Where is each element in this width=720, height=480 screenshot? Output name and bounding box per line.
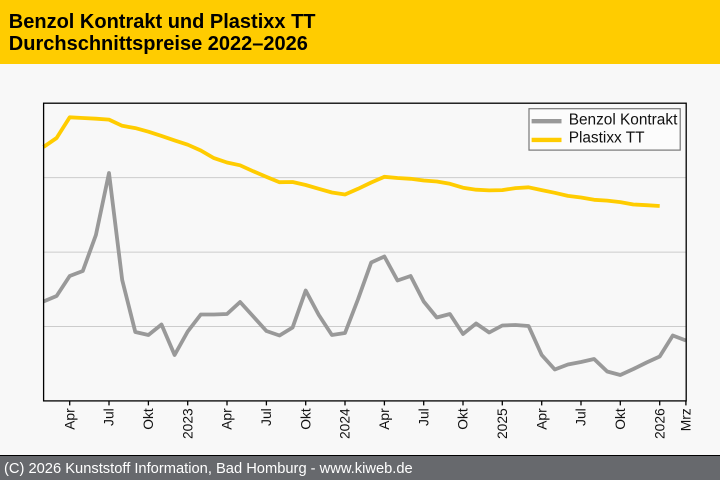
- svg-text:Jul: Jul: [259, 408, 274, 426]
- svg-text:Jul: Jul: [102, 408, 117, 426]
- svg-text:Apr: Apr: [534, 408, 549, 430]
- svg-text:Mrz: Mrz: [679, 408, 694, 431]
- svg-text:Okt: Okt: [298, 408, 313, 430]
- svg-text:2024: 2024: [338, 408, 353, 439]
- svg-text:2025: 2025: [495, 408, 510, 439]
- svg-text:Apr: Apr: [220, 408, 235, 430]
- svg-text:Okt: Okt: [141, 408, 156, 430]
- svg-text:2023: 2023: [180, 408, 195, 439]
- svg-text:Apr: Apr: [62, 408, 77, 430]
- svg-text:Okt: Okt: [613, 408, 628, 430]
- svg-text:Benzol Kontrakt: Benzol Kontrakt: [569, 112, 678, 129]
- svg-text:Jul: Jul: [416, 408, 431, 426]
- svg-text:Apr: Apr: [377, 408, 392, 430]
- svg-text:Jul: Jul: [574, 408, 589, 426]
- svg-text:Okt: Okt: [456, 408, 471, 430]
- svg-text:Plastixx TT: Plastixx TT: [569, 130, 645, 147]
- svg-text:2026: 2026: [652, 408, 667, 439]
